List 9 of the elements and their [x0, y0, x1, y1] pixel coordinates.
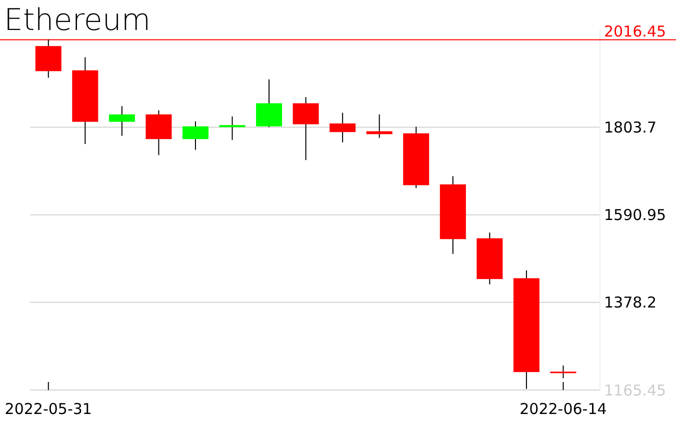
chart-title: Ethereum [4, 3, 151, 38]
y-tick-label: 1803.7 [604, 118, 656, 137]
candlestick [219, 116, 246, 140]
candlestick [550, 364, 576, 379]
ref-line-label: 2016.45 [604, 22, 666, 41]
x-tick-label: 2022-05-31 [4, 400, 92, 418]
x-tick-label: 2022-06-14 [520, 400, 607, 418]
y-tick-label: 1590.95 [604, 206, 666, 224]
y-tick-label: 1378.2 [604, 294, 656, 312]
